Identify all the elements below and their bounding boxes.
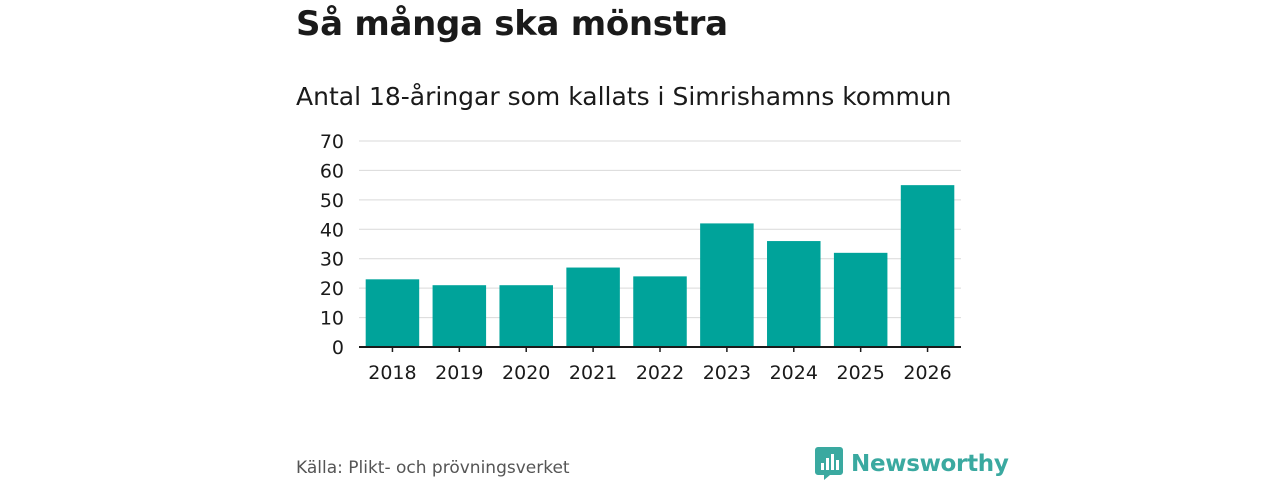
y-tick-label: 60 xyxy=(320,160,344,182)
x-tick-label: 2025 xyxy=(836,362,884,384)
x-tick-label: 2020 xyxy=(502,362,550,384)
bar-2018 xyxy=(365,279,420,347)
y-tick-label: 50 xyxy=(320,190,344,212)
y-tick-label: 0 xyxy=(332,337,344,359)
chart-subtitle: Antal 18-åringar som kallats i Simrisham… xyxy=(296,82,952,111)
x-tick-label: 2018 xyxy=(368,362,416,384)
bar-2024 xyxy=(767,241,821,347)
brand-logo: Newsworthy xyxy=(815,447,1009,480)
x-tick-label: 2019 xyxy=(435,362,483,384)
brand-name: Newsworthy xyxy=(851,450,1009,477)
x-tick-label: 2023 xyxy=(703,362,751,384)
y-tick-label: 20 xyxy=(320,278,344,300)
bar-2023 xyxy=(700,223,754,347)
y-tick-label: 40 xyxy=(320,219,344,241)
bar-2022 xyxy=(633,276,687,347)
y-tick-label: 30 xyxy=(320,249,344,271)
x-tick-label: 2022 xyxy=(636,362,684,384)
x-tick-label: 2024 xyxy=(770,362,818,384)
x-tick-label: 2021 xyxy=(569,362,617,384)
source-note: Källa: Plikt- och prövningsverket xyxy=(296,458,570,478)
chart-title: Så många ska mönstra xyxy=(296,4,728,44)
bar-2019 xyxy=(432,285,487,347)
y-tick-label: 10 xyxy=(320,308,344,330)
x-tick-label: 2026 xyxy=(903,362,951,384)
bar-2020 xyxy=(499,285,553,347)
bar-2021 xyxy=(566,267,620,347)
bar-2025 xyxy=(833,252,888,347)
bar-2026 xyxy=(900,185,955,347)
y-tick-label: 70 xyxy=(320,131,344,153)
newsworthy-logo-icon xyxy=(815,447,843,480)
